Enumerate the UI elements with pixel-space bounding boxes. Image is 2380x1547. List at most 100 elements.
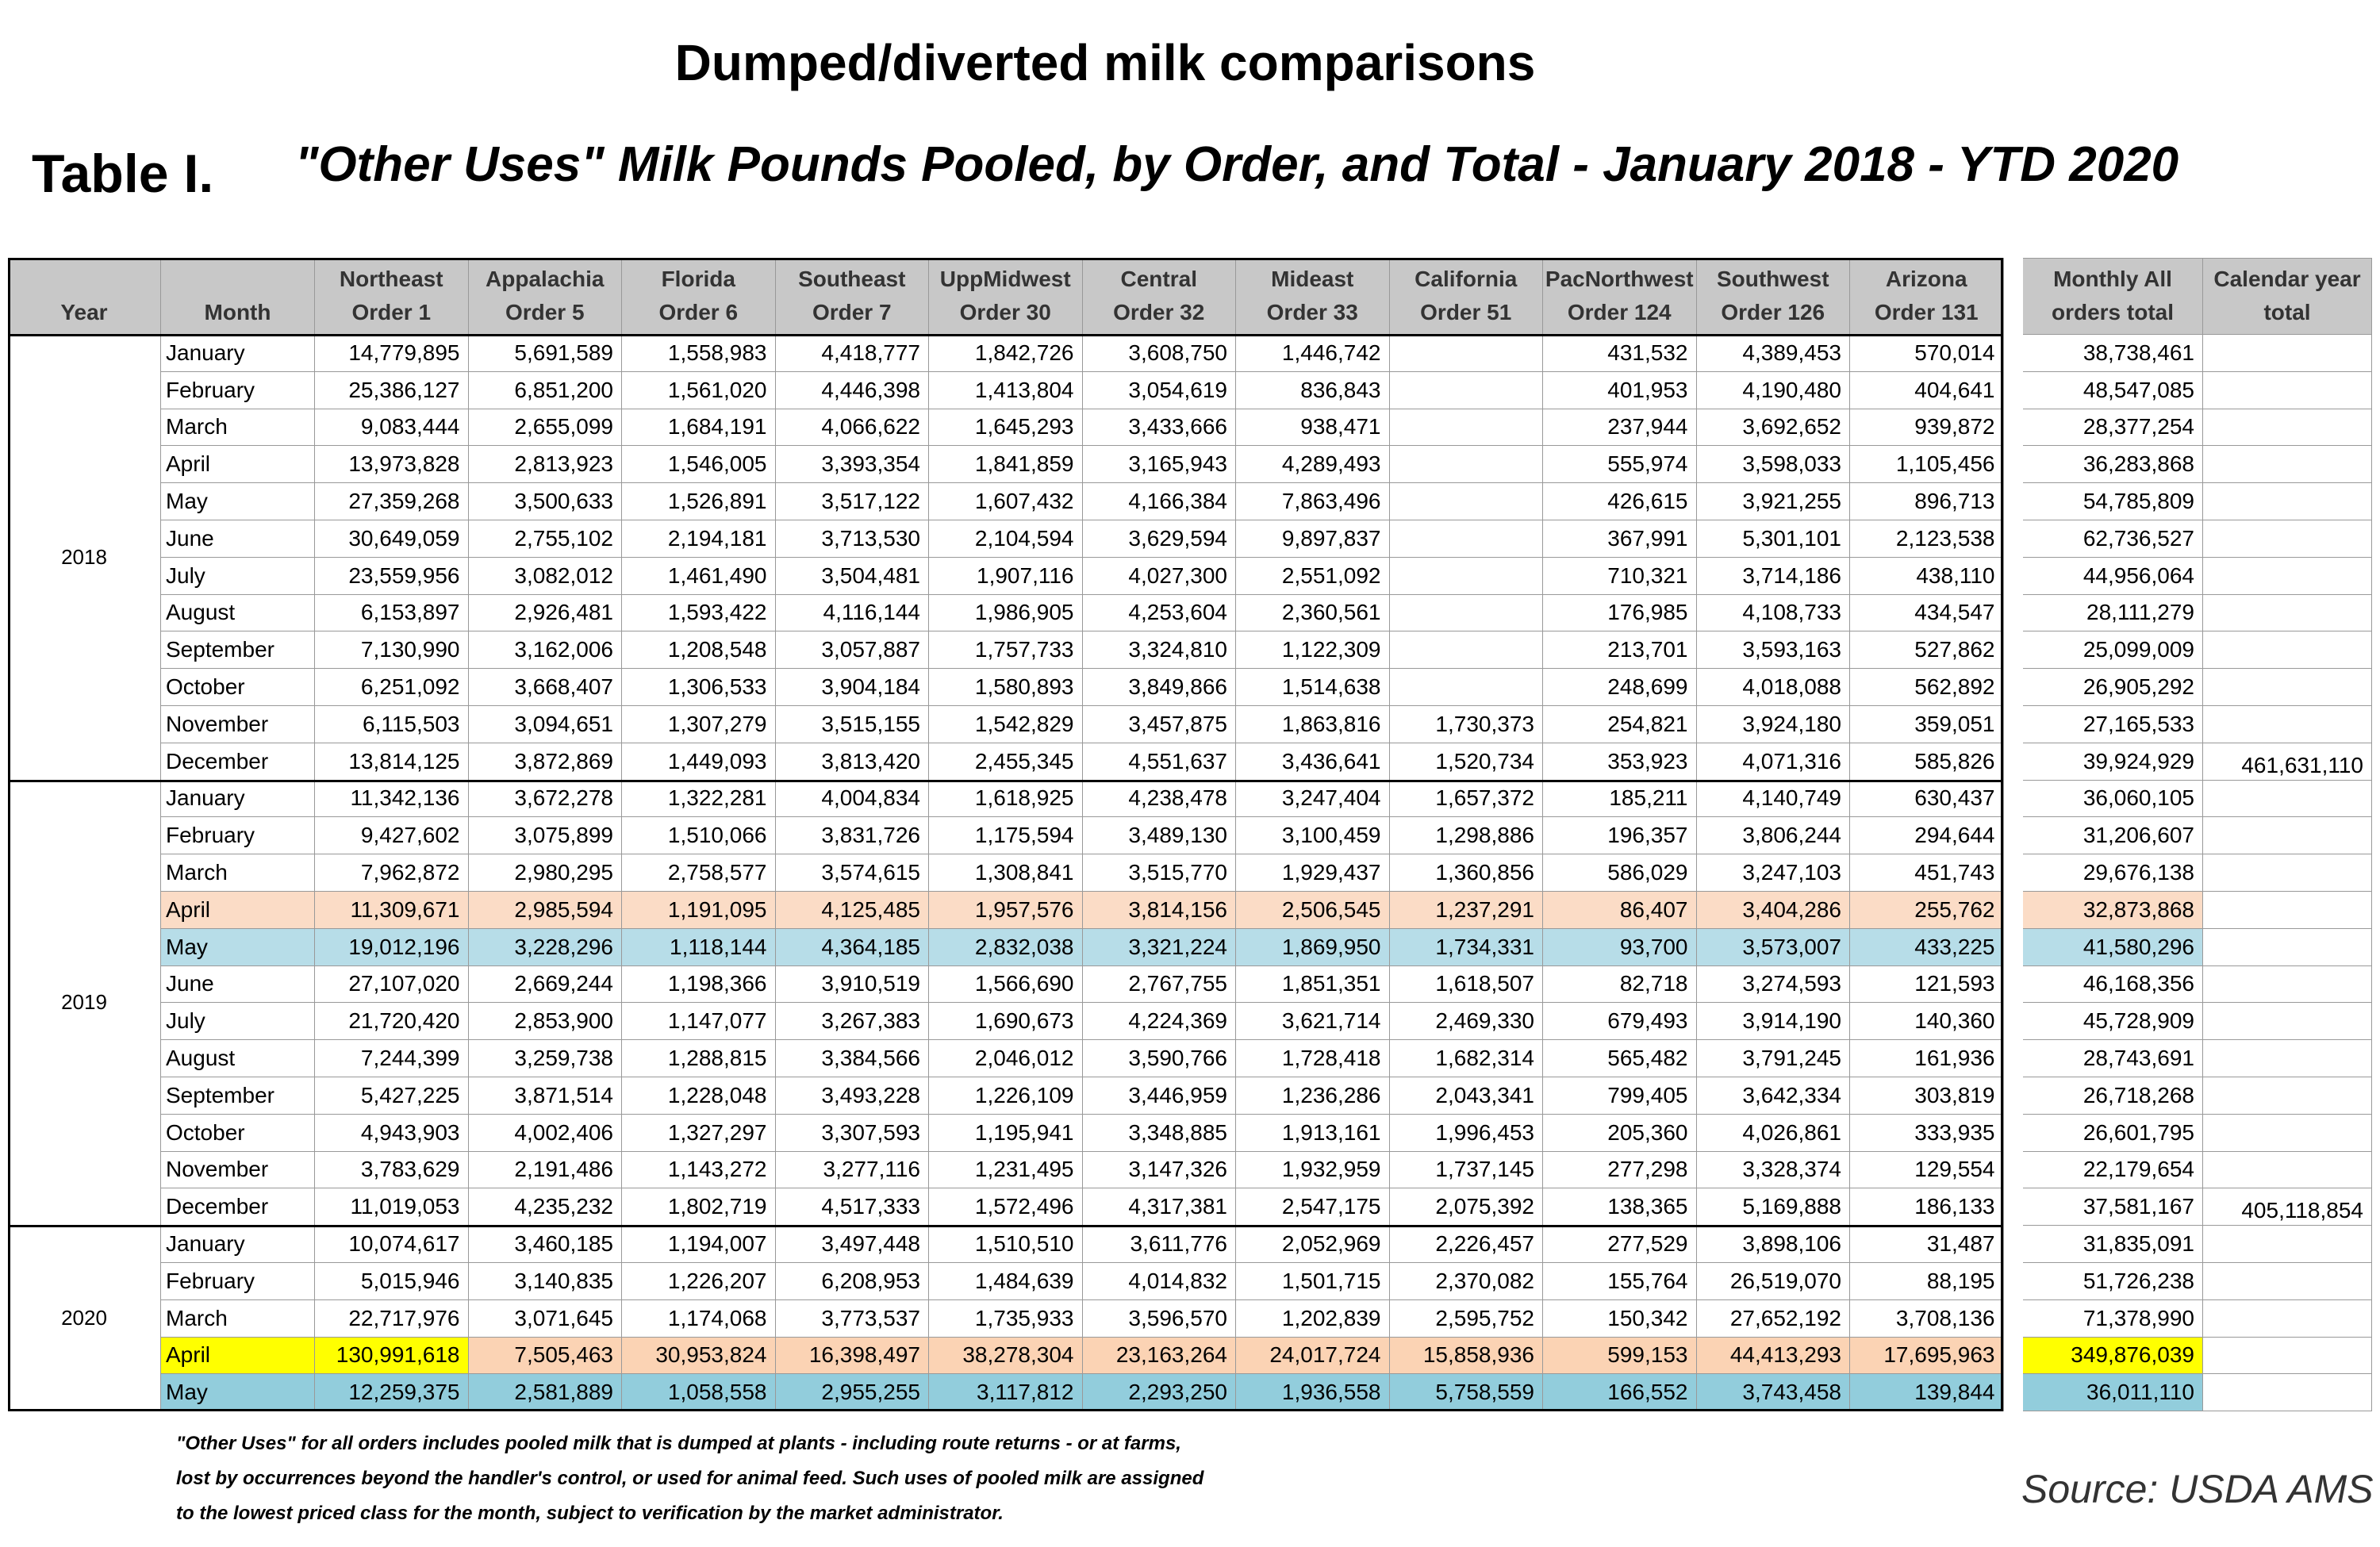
monthly-total-cell: 25,099,009 — [2023, 631, 2203, 670]
calendar-total-cell — [2203, 706, 2372, 743]
value-cell: 5,301,101 — [1696, 520, 1850, 558]
value-cell: 1,851,351 — [1236, 965, 1390, 1004]
value-cell: 1,593,422 — [622, 594, 776, 632]
value-cell: 527,862 — [1850, 631, 2004, 670]
column-header: California Order 51 — [1389, 258, 1543, 335]
value-cell: 16,398,497 — [775, 1337, 929, 1375]
monthly-total-cell: 39,924,929 — [2023, 743, 2203, 781]
month-cell: February — [161, 371, 315, 409]
value-cell: 4,238,478 — [1082, 780, 1236, 818]
monthly-total-cell: 44,956,064 — [2023, 557, 2203, 595]
value-cell: 3,497,448 — [775, 1226, 929, 1263]
value-cell: 150,342 — [1543, 1299, 1697, 1338]
value-cell: 3,393,354 — [775, 446, 929, 484]
value-cell: 1,913,161 — [1236, 1114, 1390, 1152]
header-line: Month — [204, 300, 271, 324]
header-line: Order 7 — [812, 300, 892, 324]
monthly-total-cell: 26,601,795 — [2023, 1114, 2203, 1152]
value-cell: 2,194,181 — [622, 520, 776, 558]
value-cell: 176,985 — [1543, 594, 1697, 632]
value-cell: 11,309,671 — [315, 892, 469, 929]
value-cell: 1,413,804 — [929, 371, 1083, 409]
monthly-total-cell: 45,728,909 — [2023, 1003, 2203, 1041]
value-cell: 1,122,309 — [1236, 631, 1390, 670]
value-cell: 1,058,558 — [622, 1374, 776, 1412]
value-cell: 3,713,530 — [775, 520, 929, 558]
column-header: Central Order 32 — [1082, 258, 1236, 335]
value-cell: 2,655,099 — [468, 409, 622, 447]
value-cell: 3,274,593 — [1696, 965, 1850, 1004]
value-cell: 3,515,770 — [1082, 854, 1236, 892]
value-cell: 4,364,185 — [775, 928, 929, 966]
value-cell: 1,237,291 — [1389, 892, 1543, 929]
value-cell: 2,046,012 — [929, 1040, 1083, 1077]
value-cell: 7,244,399 — [315, 1040, 469, 1077]
value-cell: 3,277,116 — [775, 1151, 929, 1189]
value-cell: 3,100,459 — [1236, 817, 1390, 855]
value-cell: 1,684,191 — [622, 409, 776, 447]
value-cell: 3,849,866 — [1082, 669, 1236, 706]
title: Dumped/diverted milk comparisons — [674, 34, 1536, 91]
month-cell: May — [161, 1374, 315, 1412]
value-cell: 2,360,561 — [1236, 594, 1390, 632]
value-cell: 599,153 — [1543, 1337, 1697, 1375]
value-cell: 3,075,899 — [468, 817, 622, 855]
value-cell: 2,547,175 — [1236, 1188, 1390, 1226]
value-cell: 3,813,420 — [775, 743, 929, 781]
column-header: Month — [161, 258, 315, 335]
value-cell: 4,125,485 — [775, 892, 929, 929]
monthly-total-cell: 48,547,085 — [2023, 371, 2203, 409]
month-cell: July — [161, 1003, 315, 1041]
value-cell: 586,029 — [1543, 854, 1697, 892]
value-cell: 3,457,875 — [1082, 706, 1236, 743]
value-cell: 1,327,297 — [622, 1114, 776, 1152]
value-cell: 3,621,714 — [1236, 1003, 1390, 1041]
value-cell: 1,561,020 — [622, 371, 776, 409]
value-cell: 1,996,453 — [1389, 1114, 1543, 1152]
value-cell: 17,695,963 — [1850, 1337, 2004, 1375]
column-header: Year — [8, 258, 161, 335]
value-cell: 7,863,496 — [1236, 483, 1390, 520]
value-cell: 3,500,633 — [468, 483, 622, 520]
value-cell: 161,936 — [1850, 1040, 2004, 1077]
value-cell: 3,433,666 — [1082, 409, 1236, 447]
column-header: Calendar year total — [2203, 258, 2372, 335]
monthly-total-cell: 28,377,254 — [2023, 409, 2203, 447]
monthly-total-cell: 22,179,654 — [2023, 1151, 2203, 1189]
value-cell: 2,980,295 — [468, 854, 622, 892]
value-cell: 186,133 — [1850, 1188, 2004, 1226]
value-cell: 130,991,618 — [315, 1337, 469, 1375]
subtitle: "Other Uses" Milk Pounds Pooled, by Orde… — [295, 137, 2179, 192]
value-cell: 44,413,293 — [1696, 1337, 1850, 1375]
monthly-total-cell: 41,580,296 — [2023, 928, 2203, 966]
header-line: Order 32 — [1113, 300, 1205, 324]
month-cell: June — [161, 520, 315, 558]
month-cell: March — [161, 854, 315, 892]
value-cell: 1,986,905 — [929, 594, 1083, 632]
value-cell: 3,590,766 — [1082, 1040, 1236, 1077]
value-cell: 710,321 — [1543, 557, 1697, 595]
header-line: Order 6 — [658, 300, 739, 324]
value-cell: 22,717,976 — [315, 1299, 469, 1338]
value-cell: 1,841,859 — [929, 446, 1083, 484]
value-cell: 565,482 — [1543, 1040, 1697, 1077]
header-line: Southwest — [1716, 267, 1829, 291]
month-cell: August — [161, 1040, 315, 1077]
header-line: California — [1415, 267, 1518, 291]
month-cell: August — [161, 594, 315, 632]
calendar-total-cell: 461,631,110 — [2203, 743, 2372, 781]
value-cell: 4,446,398 — [775, 371, 929, 409]
header-line: Order 1 — [351, 300, 432, 324]
value-cell: 277,529 — [1543, 1226, 1697, 1263]
calendar-total-cell — [2203, 1114, 2372, 1152]
value-cell: 31,487 — [1850, 1226, 2004, 1263]
calendar-total-cell — [2203, 446, 2372, 484]
value-cell: 6,251,092 — [315, 669, 469, 706]
value-cell: 570,014 — [1850, 335, 2004, 372]
footnote-line: "Other Uses" for all orders includes poo… — [176, 1433, 1181, 1454]
value-cell: 1,936,558 — [1236, 1374, 1390, 1412]
value-cell: 401,953 — [1543, 371, 1697, 409]
month-cell: March — [161, 1299, 315, 1338]
monthly-total-cell: 26,718,268 — [2023, 1077, 2203, 1115]
value-cell: 404,641 — [1850, 371, 2004, 409]
